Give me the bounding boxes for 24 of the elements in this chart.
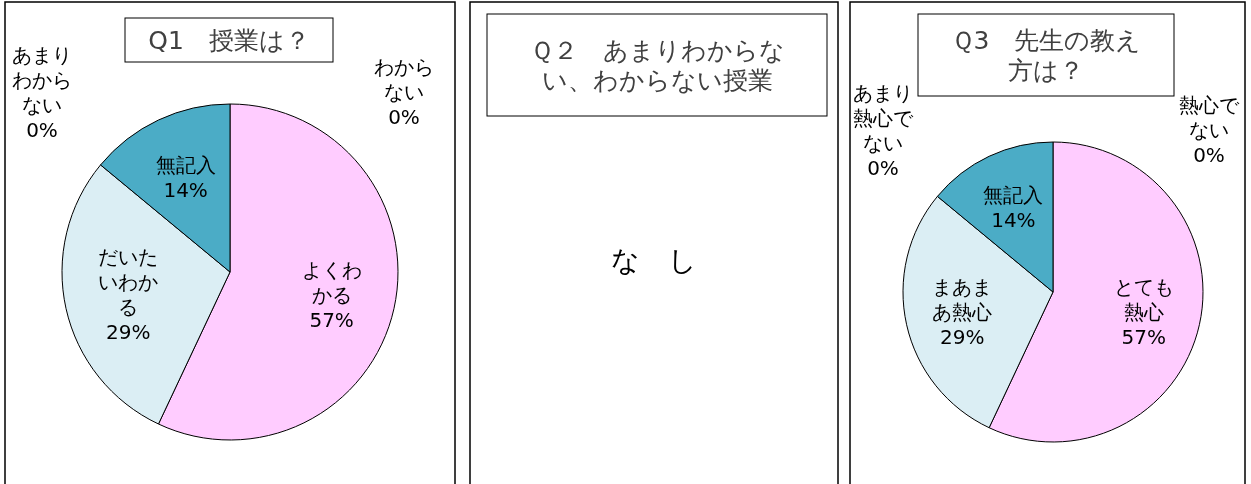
data-label: 14%	[991, 208, 1036, 233]
slice-label: まあまあ熱心	[932, 275, 993, 325]
slice-label: とても熱心	[1113, 275, 1174, 325]
slice-label: だいたいわかる	[98, 245, 159, 320]
text: 0%	[1193, 143, 1225, 167]
text: 0%	[867, 155, 899, 180]
slice-label: 無記入	[983, 183, 1044, 208]
data-label: 57%	[1121, 325, 1166, 350]
chart-title: Ｑ3 先生の教え方は？	[950, 26, 1142, 85]
category-label: あまり熱心でない	[853, 80, 913, 155]
text: な し	[611, 244, 697, 277]
category-label: あまりわからない	[12, 42, 72, 117]
data-label: 29%	[106, 320, 151, 345]
category-label: 熱心でない	[1179, 93, 1239, 142]
slice-label: 無記入	[155, 153, 216, 178]
data-label: 14%	[163, 178, 208, 203]
slice-label: よくわかる	[301, 257, 362, 307]
category-label: わからない	[374, 55, 434, 104]
text: 0%	[388, 105, 420, 129]
data-label: 57%	[309, 307, 354, 332]
text: Ｑ２ あまりわからない、わからない授業	[529, 36, 785, 95]
data-label: 29%	[940, 325, 985, 350]
text: 0%	[26, 117, 58, 142]
chart-title: Q1 授業は？	[148, 26, 310, 55]
